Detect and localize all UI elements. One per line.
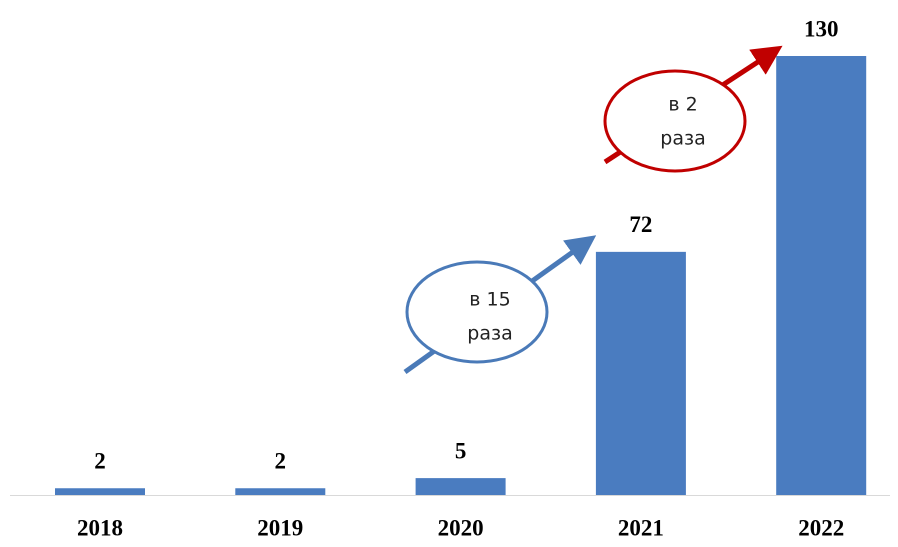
annotation: в 15 раза — [403, 235, 597, 375]
value-label: 2 — [275, 449, 287, 474]
bar — [55, 488, 145, 495]
annotation: в 2 раза — [603, 45, 783, 173]
bar — [235, 488, 326, 495]
x-tick-label: 2019 — [257, 515, 303, 540]
value-label: 72 — [629, 212, 652, 237]
annotation-text: раза — [660, 128, 705, 150]
annotation-text: раза — [467, 323, 512, 345]
value-label: 130 — [804, 16, 839, 41]
value-label: 5 — [455, 438, 467, 463]
bars — [55, 56, 867, 495]
value-label: 2 — [94, 449, 106, 474]
x-tick-label: 2020 — [438, 515, 484, 540]
bar — [415, 478, 506, 495]
ellipse — [603, 69, 747, 173]
bar — [776, 56, 867, 495]
x-tick-label: 2022 — [798, 515, 844, 540]
annotation-text: в 2 — [668, 94, 697, 116]
x-tick-label: 2018 — [77, 515, 123, 540]
annotation-text: в 15 — [469, 289, 510, 311]
bar — [595, 251, 686, 495]
x-tick-label: 2021 — [618, 515, 664, 540]
ellipse — [405, 260, 549, 364]
